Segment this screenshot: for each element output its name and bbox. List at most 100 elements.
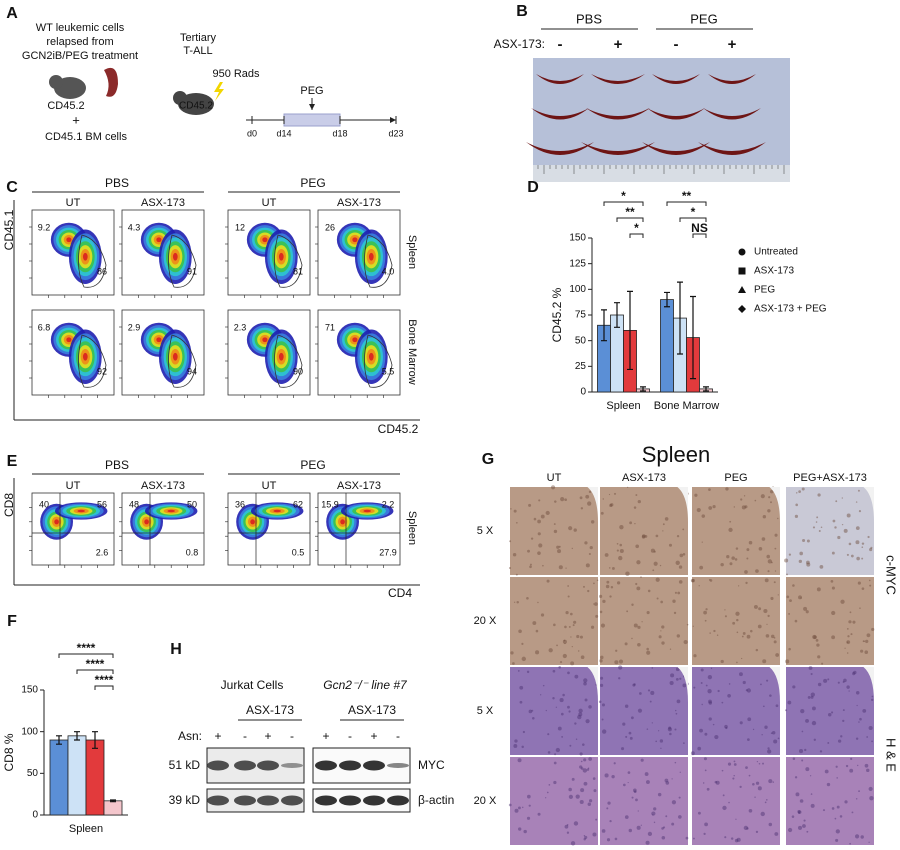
tissue-texture [606,580,610,584]
tissue-texture [609,820,612,823]
tissue-texture [835,765,838,768]
tissue-texture [767,570,770,573]
tissue-texture [627,781,629,784]
tissue-texture [548,783,551,786]
label: + [322,729,329,743]
tissue-texture [831,711,834,714]
tissue-texture [574,674,579,679]
blot-band [281,763,303,768]
label: 6.8 [38,322,51,332]
tissue-texture [841,523,844,526]
label: PEG [690,11,717,26]
tissue-texture [580,760,583,763]
tissue-texture [788,553,792,556]
tissue-texture [708,579,711,581]
tissue-texture [640,758,644,762]
tissue-texture [710,667,713,670]
tissue-texture [770,501,772,504]
tissue-texture [546,791,549,794]
tissue-texture [629,521,633,525]
significance-label: **** [95,673,114,687]
tissue-texture [676,535,680,538]
tissue-texture [831,551,835,555]
tissue-texture [871,740,873,743]
tissue-texture [644,535,648,538]
tissue-texture [764,578,769,583]
tissue-texture [868,725,873,731]
tissue-texture [766,679,769,682]
y-tick-label: 0 [580,387,586,398]
error-bar [56,735,62,745]
label: 50 [187,499,197,509]
tissue-texture [604,553,609,557]
tissue-texture [600,655,604,660]
tissue-texture [725,726,728,730]
tissue-texture [797,825,803,830]
label: 20 X [474,795,497,807]
tissue-texture [580,655,585,660]
histology-image [510,577,598,665]
tissue-texture [855,526,860,530]
tissue-texture [761,734,763,736]
panel-letter: A [6,5,18,22]
tissue-texture [587,589,590,593]
tissue-texture [599,683,604,687]
significance-label: * [691,205,696,219]
tissue-texture [699,565,704,570]
tissue-texture [770,732,773,735]
tissue-texture [752,782,755,786]
tissue-texture [607,801,611,805]
tissue-texture [798,490,801,494]
tissue-texture [682,683,687,688]
tissue-texture [855,540,860,545]
tissue-texture [585,719,590,724]
density-blob [273,509,281,513]
tissue-texture [637,499,641,504]
tissue-texture [757,786,762,791]
tissue-texture [789,599,792,603]
tissue-texture [706,787,710,791]
density-blob [250,519,255,525]
tissue-texture [840,599,845,604]
tissue-texture [651,811,656,816]
tissue-texture [577,714,582,720]
label: H & E [884,738,899,772]
tissue-texture [656,597,659,600]
tissue-texture [608,567,611,569]
tissue-texture [589,545,593,550]
label: 81 [293,266,303,276]
spleen [647,108,705,120]
tissue-texture [583,834,586,837]
tissue-texture [758,762,761,765]
tissue-texture [592,832,597,837]
tissue-texture [567,705,570,709]
tissue-texture [537,519,541,524]
tissue-texture [849,842,852,845]
blot-band [207,795,229,806]
tissue-texture [806,560,810,565]
error-bar [110,799,116,803]
tissue-texture [600,676,604,680]
tissue-texture [651,667,654,669]
histology-image [510,487,598,575]
tissue-texture [852,672,856,676]
tissue-texture [669,732,672,736]
tissue-texture [645,840,650,845]
tissue-texture [862,708,867,713]
density-blob [352,337,358,343]
tissue-texture [806,539,810,543]
tissue-texture [630,716,634,720]
tissue-texture [585,494,590,499]
tissue-texture [746,557,749,560]
gate [364,234,393,288]
tissue-texture [869,796,874,801]
tissue-texture [518,806,521,810]
label: 39 kD [169,793,201,807]
tissue-texture [732,777,735,780]
tissue-texture [564,642,566,645]
tissue-texture [526,670,530,674]
legend-marker [738,305,746,313]
label: 2.3 [234,322,247,332]
label: 27.9 [379,547,397,557]
tissue-texture [846,513,851,518]
